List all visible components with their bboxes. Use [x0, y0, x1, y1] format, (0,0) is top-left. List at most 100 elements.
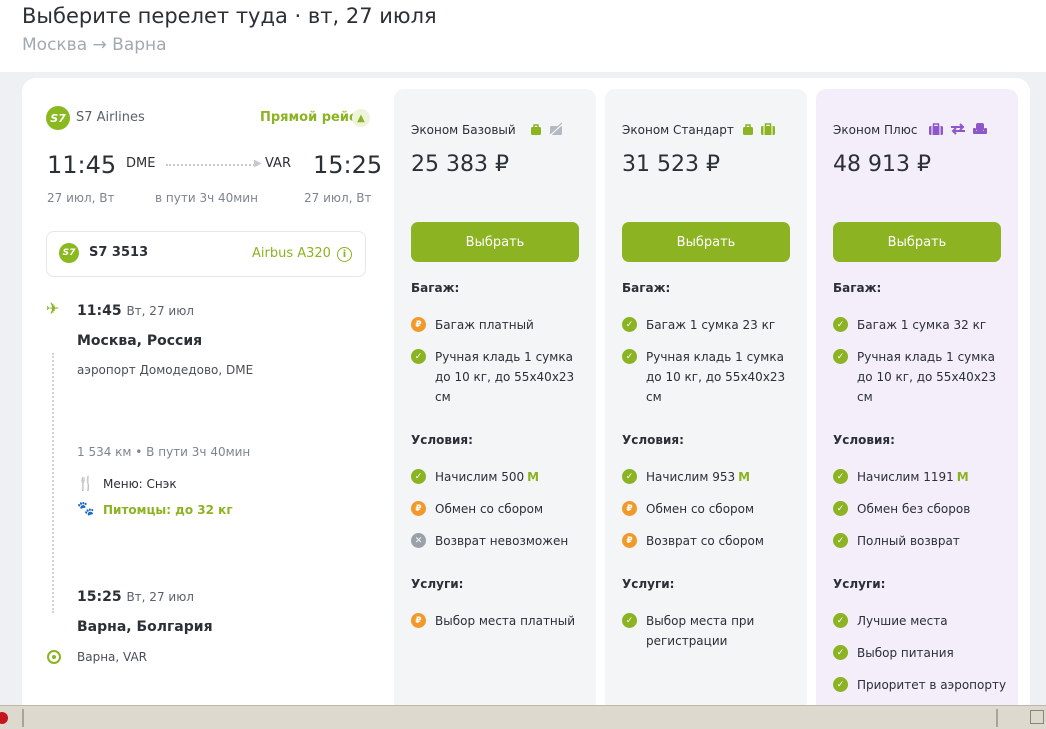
- bag-icon: [528, 122, 544, 136]
- page-title: Выберите перелет туда · вт, 27 июля: [22, 4, 437, 28]
- conditions-title: Условия:: [833, 433, 895, 447]
- segment-arrival-time: 15:25: [77, 589, 122, 605]
- check-icon: ✓: [833, 533, 848, 548]
- list-item: ✓ Ручная кладь 1 сумка до 10 кг, до 55х40…: [622, 347, 797, 407]
- pets-info[interactable]: Питомцы: до 32 кг: [103, 503, 233, 517]
- list-item: ✓ Начислим 500 M: [411, 467, 586, 487]
- list-item: ✓ Полный возврат: [833, 531, 1008, 551]
- paid-icon: ₽: [411, 317, 426, 332]
- taskbar: [0, 705, 1046, 729]
- route-line: [166, 164, 258, 166]
- check-icon: ✓: [833, 349, 848, 364]
- direct-flight-label[interactable]: Прямой рейс: [260, 110, 357, 125]
- route-arrow-icon: ▶: [254, 158, 262, 169]
- taskbar-button[interactable]: [1030, 710, 1044, 724]
- flight-details: S7 S7 Airlines Прямой рейс ▲ 11:45 DME ▶…: [22, 78, 394, 718]
- fare-icons: [528, 122, 564, 136]
- fare-name: Эконом Плюс: [833, 123, 918, 137]
- list-item: ✓ Лучшие места: [833, 611, 1008, 631]
- arrival-airport: Варна, VAR: [77, 650, 148, 664]
- baggage-title: Багаж:: [833, 281, 882, 295]
- flight-number: S7 3513: [89, 245, 149, 260]
- aircraft-type[interactable]: Airbus A320: [252, 246, 331, 261]
- route-subtitle: Москва → Варна: [22, 35, 167, 55]
- segment-departure-time: 11:45: [77, 303, 122, 319]
- conditions-title: Условия:: [411, 433, 473, 447]
- services-title: Услуги:: [622, 577, 675, 591]
- chevron-up-icon[interactable]: ▲: [352, 109, 370, 127]
- segment-departure-date: Вт, 27 июл: [126, 304, 194, 318]
- fare-economy-basic: Эконом Базовый 25 383 ₽ Выбрать Багаж: ₽…: [394, 89, 596, 718]
- list-item: ✓ Выбор питания: [833, 643, 1008, 663]
- paid-icon: ₽: [622, 533, 637, 548]
- paw-icon: 🐾: [77, 501, 95, 517]
- timeline-line: [52, 353, 54, 613]
- airline-logo-icon: S7: [46, 106, 70, 130]
- paid-icon: ₽: [411, 613, 426, 628]
- services-title: Услуги:: [411, 577, 464, 591]
- list-item: ₽ Обмен со сбором: [411, 499, 586, 519]
- departure-time: 11:45: [47, 151, 117, 179]
- flight-info-box: S7 S7 3513 Airbus A320 i: [46, 231, 366, 277]
- list-item: ₽ Обмен со сбором: [622, 499, 797, 519]
- baggage-title: Багаж:: [411, 281, 460, 295]
- select-fare-button[interactable]: Выбрать: [833, 222, 1001, 262]
- list-item: ✓ Обмен без сборов: [833, 499, 1008, 519]
- departure-date: 27 июл, Вт: [47, 191, 115, 205]
- no-bag-icon: [548, 122, 564, 136]
- baggage-title: Багаж:: [622, 281, 671, 295]
- list-item: ₽ Выбор места платный: [411, 611, 586, 631]
- cross-icon: ✕: [411, 533, 426, 548]
- airplane-icon: ✈: [46, 299, 60, 318]
- check-icon: ✓: [833, 645, 848, 660]
- check-icon: ✓: [622, 349, 637, 364]
- conditions-title: Условия:: [622, 433, 684, 447]
- fare-price: 48 913 ₽: [833, 152, 931, 177]
- list-item: ✓ Багаж 1 сумка 23 кг: [622, 315, 797, 335]
- fare-economy-standard: Эконом Стандарт 31 523 ₽ Выбрать Багаж: …: [605, 89, 807, 718]
- list-item: ✓ Приоритет в аэропорту: [833, 675, 1008, 695]
- select-fare-button[interactable]: Выбрать: [622, 222, 790, 262]
- segment-arrival: 15:25 Вт, 27 июл: [77, 589, 194, 605]
- arrival-time: 15:25: [313, 151, 383, 179]
- list-item: ✓ Багаж 1 сумка 32 кг: [833, 315, 1008, 335]
- check-icon: ✓: [833, 317, 848, 332]
- suitcase-icon: [760, 122, 776, 136]
- check-icon: ✓: [411, 349, 426, 364]
- bag-icon: [740, 122, 756, 136]
- check-icon: ✓: [622, 317, 637, 332]
- fare-price: 31 523 ₽: [622, 152, 720, 177]
- select-fare-button[interactable]: Выбрать: [411, 222, 579, 262]
- list-item: ✓ Начислим 953 M: [622, 467, 797, 487]
- airline-name: S7 Airlines: [76, 110, 145, 125]
- destination-marker-icon: [47, 650, 61, 664]
- taskbar-divider: [996, 709, 998, 727]
- fare-name: Эконом Стандарт: [622, 123, 734, 137]
- miles-icon: M: [527, 470, 540, 484]
- app-icon[interactable]: [0, 712, 8, 724]
- flight-card: S7 S7 Airlines Прямой рейс ▲ 11:45 DME ▶…: [22, 78, 1030, 718]
- cutlery-icon: 🍴: [77, 476, 95, 492]
- list-item: ✓ Ручная кладь 1 сумка до 10 кг, до 55х40…: [411, 347, 586, 407]
- list-item: ₽ Багаж платный: [411, 315, 586, 335]
- info-icon[interactable]: i: [337, 247, 352, 262]
- list-item: ✕ Возврат невозможен: [411, 531, 586, 551]
- segment-departure: 11:45 Вт, 27 июл: [77, 303, 194, 319]
- check-icon: ✓: [833, 613, 848, 628]
- segment-arrival-date: Вт, 27 июл: [126, 590, 194, 604]
- suitcase-icon: [928, 122, 944, 136]
- flight-duration: в пути 3ч 40мин: [155, 191, 258, 205]
- arrival-code: VAR: [265, 156, 291, 171]
- miles-icon: M: [738, 470, 751, 484]
- departure-city: Москва, Россия: [77, 333, 203, 349]
- fare-name: Эконом Базовый: [411, 123, 516, 137]
- list-item: ₽ Возврат со сбором: [622, 531, 797, 551]
- exchange-icon: [948, 122, 968, 136]
- paid-icon: ₽: [411, 501, 426, 516]
- fare-icons: [740, 122, 776, 136]
- paid-icon: ₽: [622, 501, 637, 516]
- list-item: ✓ Начислим 1191 M: [833, 467, 1008, 487]
- page-header: Выберите перелет туда · вт, 27 июля Моск…: [0, 0, 1046, 72]
- list-item: ✓ Ручная кладь 1 сумка до 10 кг, до 55х40…: [833, 347, 1008, 407]
- departure-code: DME: [126, 156, 156, 171]
